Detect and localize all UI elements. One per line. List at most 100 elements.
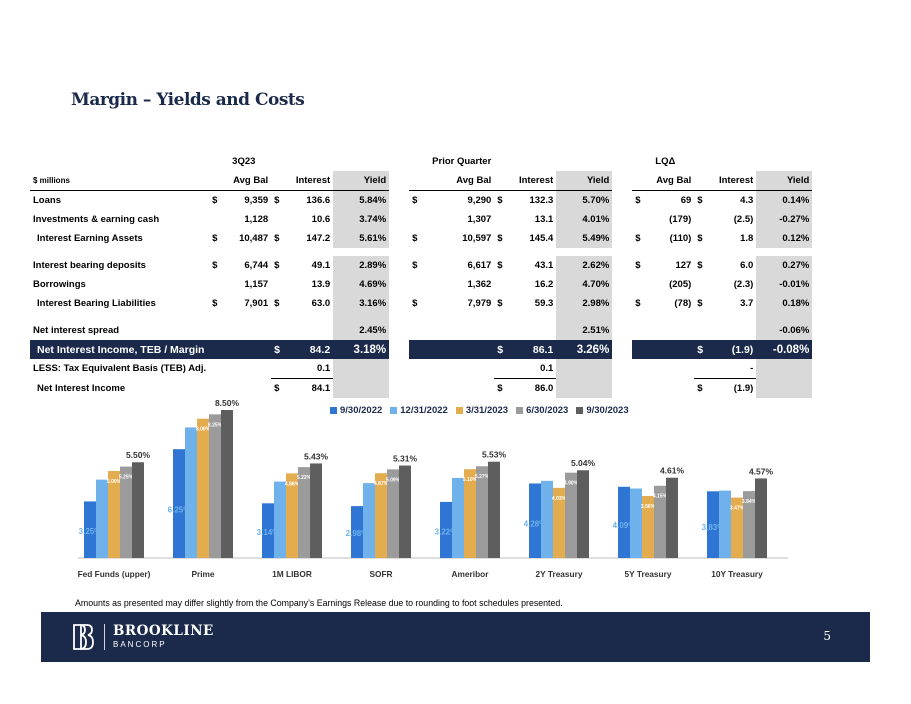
bar — [286, 473, 298, 558]
cell: (2.5) — [733, 214, 754, 225]
cell: 43.1 — [534, 260, 554, 271]
cell: (2.3) — [733, 279, 754, 290]
data-label: 8.25% — [208, 422, 223, 428]
cell: (1.9) — [714, 340, 757, 359]
cell: 7,979 — [467, 298, 492, 309]
group-header-row: 3Q23 Prior Quarter LQΔ — [30, 152, 813, 171]
cell: $ — [697, 260, 703, 271]
cell: 13.9 — [311, 279, 331, 290]
cell: $ — [635, 233, 641, 244]
col-interest: Interest — [714, 171, 757, 191]
data-label: 5.25% — [119, 475, 134, 481]
data-label: 3.47% — [730, 506, 745, 512]
cell: 0.1 — [316, 363, 331, 374]
data-label: 4.28% — [524, 520, 547, 529]
bar — [642, 496, 654, 558]
group-3q23: 3Q23 — [232, 156, 256, 167]
bar — [452, 477, 464, 558]
legend-label: 6/30/2023 — [526, 405, 569, 416]
col-avg-bal: Avg Bal — [229, 171, 272, 191]
bar — [173, 449, 185, 558]
cell: $ — [412, 298, 418, 309]
bar — [707, 491, 719, 558]
category-label: 1M LIBOR — [272, 569, 312, 579]
data-label: 4.86% — [285, 481, 300, 487]
bar — [731, 497, 743, 558]
bar — [755, 478, 767, 558]
brand-sub: BANCORP — [113, 640, 167, 649]
cell: $ — [271, 340, 292, 359]
cell: $ — [412, 233, 418, 244]
cell: 4.70% — [556, 275, 613, 294]
footer-bar: BROOKLINE BANCORP 5 — [41, 612, 870, 662]
col-avg-bal: Avg Bal — [652, 171, 695, 191]
cell: 4.69% — [333, 275, 390, 294]
cell: 127 — [675, 260, 692, 271]
cell: 136.6 — [306, 195, 331, 206]
bar — [209, 414, 221, 558]
row-label: Net Interest Income — [37, 382, 126, 394]
cell: -0.27% — [756, 210, 813, 229]
bar — [185, 427, 197, 558]
cell: 13.1 — [534, 214, 554, 225]
cell: 5.49% — [556, 229, 613, 248]
data-label: 5.00% — [107, 479, 122, 485]
cell: 3.18% — [333, 340, 390, 359]
cell: 4.3 — [740, 195, 754, 206]
category-label: Ameribor — [452, 569, 490, 579]
column-gap — [389, 229, 409, 248]
cell: 4.01% — [556, 210, 613, 229]
row-label: Investments & earning cash — [33, 214, 160, 225]
cell: 10,597 — [462, 233, 492, 244]
data-label: 4.61% — [660, 466, 685, 476]
bar — [666, 477, 678, 558]
cell: 3.26% — [556, 340, 613, 359]
cell: -0.06% — [756, 321, 813, 340]
cell: 10.6 — [311, 214, 331, 225]
cell: 63.0 — [311, 298, 331, 309]
cell: $ — [635, 195, 641, 206]
cell: 1.8 — [740, 233, 754, 244]
data-label: 5.53% — [482, 450, 507, 460]
column-gap — [389, 256, 409, 275]
cell: 16.2 — [534, 279, 554, 290]
cell: $ — [497, 233, 503, 244]
rates-bar-chart: 3.25% 5.00%5.25% 5.50% Fed Funds (upper) 6.2… — [78, 400, 788, 579]
data-label: 5.31% — [393, 454, 418, 464]
cell: 1,128 — [244, 214, 269, 225]
category-label: Prime — [191, 569, 214, 579]
category-label: Fed Funds (upper) — [78, 569, 151, 579]
page-title: Margin – Yields and Costs — [71, 90, 305, 110]
cell: $ — [635, 298, 641, 309]
bar — [553, 487, 565, 558]
row-interest-bearing-liabilities: Interest Bearing Liabilities $7,901 $63.0 3… — [30, 294, 813, 313]
cell: 10,487 — [239, 233, 269, 244]
bar — [310, 463, 322, 558]
data-label: 4.03% — [552, 496, 567, 502]
cell: 2.45% — [333, 321, 390, 340]
yield-table: 3Q23 Prior Quarter LQΔ $ millions Avg Ba… — [30, 152, 813, 398]
bar — [197, 418, 209, 558]
cell: 0.14% — [756, 190, 813, 210]
cell — [694, 275, 714, 294]
cell: $ — [694, 378, 715, 398]
bar — [120, 466, 132, 558]
cell: 6.0 — [740, 260, 754, 271]
cell: 9,290 — [467, 195, 492, 206]
bar — [375, 473, 387, 558]
legend-label: 9/30/2023 — [586, 405, 629, 416]
cell: 2.62% — [556, 256, 613, 275]
page-number: 5 — [823, 629, 831, 643]
cell: $ — [635, 260, 641, 271]
col-interest: Interest — [291, 171, 334, 191]
category-label: 2Y Treasury — [536, 569, 583, 579]
cell: $ — [497, 195, 503, 206]
cell: $ — [212, 195, 218, 206]
cell: 5.70% — [556, 190, 613, 210]
data-label: 8.50% — [215, 400, 240, 408]
bar — [262, 503, 274, 558]
brand-name: BROOKLINE — [113, 623, 214, 639]
data-label: 4.87% — [374, 481, 389, 487]
cell: 59.3 — [534, 298, 554, 309]
col-yield: Yield — [333, 171, 390, 191]
